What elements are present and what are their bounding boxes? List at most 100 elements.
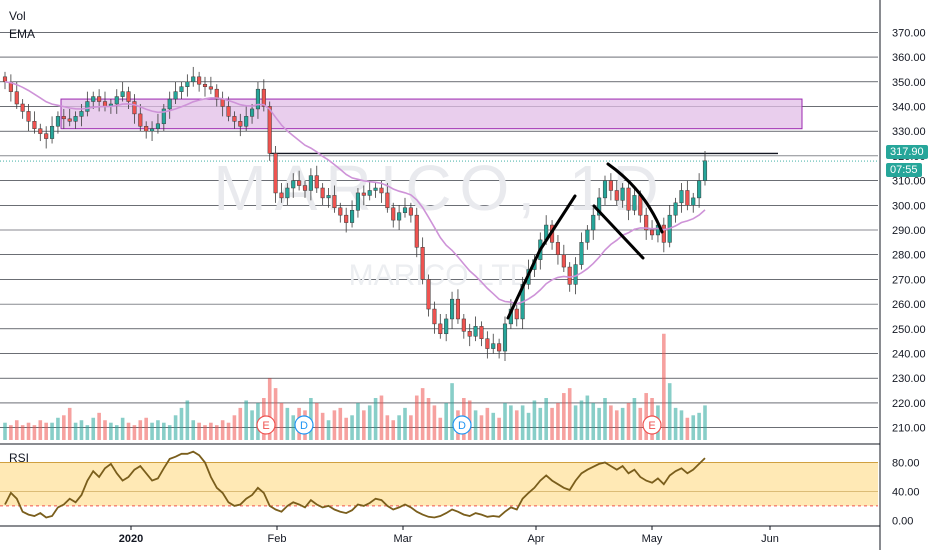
volume-bar	[579, 400, 584, 440]
volume-bar	[320, 412, 325, 440]
volume-bar	[691, 415, 696, 440]
upper-arc-line	[606, 162, 664, 234]
volume-bar	[326, 420, 331, 440]
price-tick-label: 240.00	[892, 349, 926, 361]
volume-bar	[597, 407, 601, 440]
volume-bar	[132, 425, 137, 440]
time-tick-label: Apr	[527, 533, 544, 545]
volume-bar	[567, 388, 572, 440]
volume-bar	[662, 333, 666, 440]
candle-body	[250, 108, 255, 117]
volume-bar	[379, 395, 384, 440]
volume-bar	[273, 388, 278, 440]
candle-body	[626, 187, 631, 211]
candle-body	[502, 323, 508, 352]
candle-body	[702, 160, 708, 181]
candle-body	[367, 190, 372, 196]
volume-bar	[697, 412, 701, 440]
volume-bar	[520, 405, 525, 440]
volume-bar	[279, 402, 284, 440]
volume-bar	[120, 417, 125, 440]
candle-body	[355, 192, 360, 211]
volume-bar	[332, 410, 337, 440]
candle-body	[44, 133, 49, 139]
volume-bar	[209, 422, 213, 440]
price-tick-label: 260.00	[892, 299, 926, 311]
candle-body	[50, 125, 55, 139]
candle-body	[220, 98, 225, 107]
candle-body	[244, 116, 249, 127]
volume-bar	[114, 425, 119, 440]
volume-bar	[144, 417, 148, 440]
candle-body	[485, 338, 490, 349]
candle-body	[320, 187, 325, 199]
volume-bar	[156, 420, 160, 440]
candle-body	[326, 195, 331, 199]
candle-body	[155, 123, 160, 129]
volume-bar	[373, 398, 378, 440]
candle-body	[644, 214, 649, 231]
candle-body	[673, 202, 678, 216]
candle-body	[438, 323, 443, 335]
candle-body	[67, 118, 72, 122]
rsi-legend-label: RSI	[9, 451, 30, 465]
candle-body	[679, 190, 684, 204]
candle-body	[344, 214, 349, 223]
price-tick-label: 340.00	[892, 101, 926, 113]
volume-bar	[544, 398, 548, 440]
candle-body	[491, 343, 496, 349]
grid-lines	[0, 32, 878, 428]
volume-bar	[62, 415, 66, 440]
candle-body	[14, 91, 19, 105]
volume-bar	[26, 422, 31, 440]
volume-bar	[420, 388, 425, 440]
candle-body	[314, 175, 319, 189]
candle-body	[255, 88, 260, 110]
volume-bar	[367, 405, 372, 440]
candle-body	[85, 101, 90, 112]
volume-bar	[138, 420, 143, 440]
candle-body	[455, 298, 460, 320]
volume-bar	[591, 402, 596, 440]
candle-body	[173, 91, 178, 100]
candle-body	[379, 187, 384, 194]
price-tick-label: 350.00	[892, 77, 926, 89]
volume-bar	[9, 425, 13, 440]
time-tick-label: May	[642, 533, 663, 545]
volume-bar	[350, 415, 354, 440]
candle-body	[450, 298, 455, 320]
volume-bar	[362, 410, 366, 440]
candle-body	[38, 128, 43, 134]
candle-body	[591, 214, 596, 231]
volume-bar	[126, 422, 131, 440]
volume-bar	[244, 400, 248, 440]
volume-bar	[38, 420, 43, 440]
candle-body	[650, 229, 655, 236]
volume-bar	[614, 410, 619, 440]
candle-body	[267, 106, 272, 154]
candle-body	[697, 180, 702, 199]
watermark: MARICO, 1D MARICO LTD	[213, 152, 658, 292]
volume-bar	[250, 410, 254, 440]
candle-body	[279, 192, 284, 199]
volume-bar	[185, 400, 190, 440]
volume-bar	[679, 410, 684, 440]
event-marker-circle	[642, 415, 662, 435]
candle-body	[185, 81, 190, 87]
candle-body	[197, 76, 202, 85]
price-tick-label: 280.00	[892, 250, 926, 262]
volume-bar	[532, 400, 537, 440]
candle-body	[602, 180, 608, 199]
price-tick-label: 230.00	[892, 373, 926, 385]
candle-body	[373, 187, 378, 191]
volume-bar	[620, 407, 625, 440]
candle-body	[144, 125, 149, 132]
candle-body	[408, 207, 413, 216]
candle-body	[302, 185, 308, 191]
volume-bar	[232, 415, 237, 440]
volume-bar	[685, 417, 690, 440]
volume-bar	[632, 398, 637, 440]
volume-bar	[426, 398, 431, 440]
